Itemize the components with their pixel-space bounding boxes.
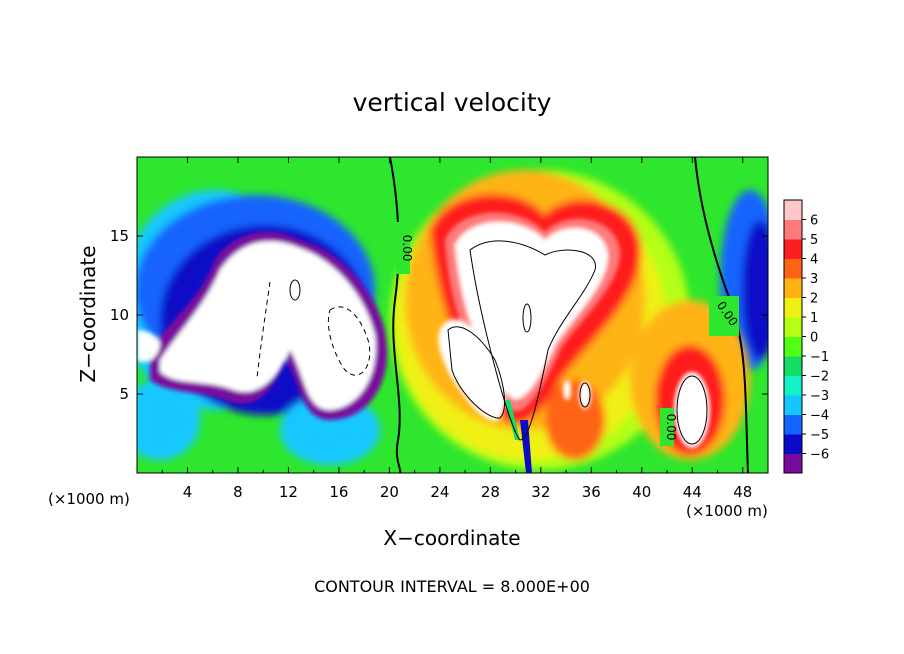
y-axis-label: Z−coordinate bbox=[76, 245, 100, 383]
x-tick-label: 8 bbox=[233, 483, 243, 501]
colorbar-swatch bbox=[784, 375, 802, 396]
colorbar: 6 5 4 3 2 1 0 −1 −2 −3 −4 −5 −6 bbox=[783, 199, 829, 474]
colorbar-tick-label: 3 bbox=[810, 272, 818, 287]
colorbar-swatch bbox=[784, 200, 802, 220]
x-axis-label: X−coordinate bbox=[383, 526, 521, 550]
y-tick-label: 5 bbox=[119, 385, 129, 403]
colorbar-tick-label: −1 bbox=[810, 350, 829, 365]
x-tick-label: 40 bbox=[632, 483, 651, 501]
colorbar-swatch bbox=[784, 356, 802, 376]
colorbar-tick-label: −5 bbox=[810, 428, 829, 443]
contour-label: 0.00 bbox=[400, 235, 414, 262]
velocity-field: 0.00 0.00 0.00 bbox=[137, 157, 768, 473]
colorbar-tick-label: −6 bbox=[810, 448, 829, 463]
colorbar-tick-label: 4 bbox=[810, 253, 818, 268]
y-tick-label: 10 bbox=[110, 306, 129, 324]
x-tick-label: 20 bbox=[380, 483, 399, 501]
colorbar-tick-label: −4 bbox=[810, 409, 829, 424]
x-tick-label: 44 bbox=[683, 483, 702, 501]
colorbar-swatch bbox=[784, 336, 802, 357]
colorbar-swatch bbox=[784, 297, 802, 318]
colorbar-tick-label: −3 bbox=[810, 389, 829, 404]
colorbar-tick-label: 2 bbox=[810, 292, 818, 307]
x-units-right: (×1000 m) bbox=[686, 502, 768, 520]
x-tick-label: 12 bbox=[279, 483, 298, 501]
colorbar-swatch bbox=[784, 395, 802, 415]
x-tick-label: 32 bbox=[531, 483, 550, 501]
colorbar-swatch bbox=[784, 414, 802, 435]
x-tick-label: 28 bbox=[481, 483, 500, 501]
x-tick-label: 36 bbox=[582, 483, 601, 501]
y-axis: 5 10 15 bbox=[110, 227, 768, 403]
colorbar-tick-label: 1 bbox=[810, 311, 818, 326]
colorbar-swatch bbox=[784, 219, 802, 240]
colorbar-swatch bbox=[784, 453, 802, 474]
colorbar-swatch bbox=[784, 317, 802, 337]
colorbar-tick-label: 5 bbox=[810, 233, 818, 248]
colorbar-tick-label: 6 bbox=[810, 214, 818, 229]
colorbar-swatch bbox=[784, 258, 802, 279]
chart-title: vertical velocity bbox=[352, 88, 552, 117]
colorbar-tick-label: 0 bbox=[810, 331, 818, 346]
colorbar-swatch bbox=[784, 278, 802, 298]
contour-label: 0.00 bbox=[664, 414, 678, 441]
x-units-left: (×1000 m) bbox=[48, 490, 130, 508]
colorbar-swatch bbox=[784, 434, 802, 454]
x-tick-label: 48 bbox=[733, 483, 752, 501]
y-tick-label: 15 bbox=[110, 227, 129, 245]
colorbar-tick-label: −2 bbox=[810, 370, 829, 385]
x-axis: 4 8 12 16 20 24 28 32 36 40 44 48 bbox=[161, 157, 752, 501]
contour-interval-note: CONTOUR INTERVAL = 8.000E+00 bbox=[314, 577, 590, 596]
x-tick-label: 4 bbox=[183, 483, 193, 501]
x-tick-label: 24 bbox=[430, 483, 449, 501]
colorbar-swatch bbox=[784, 239, 802, 259]
x-tick-label: 16 bbox=[329, 483, 348, 501]
